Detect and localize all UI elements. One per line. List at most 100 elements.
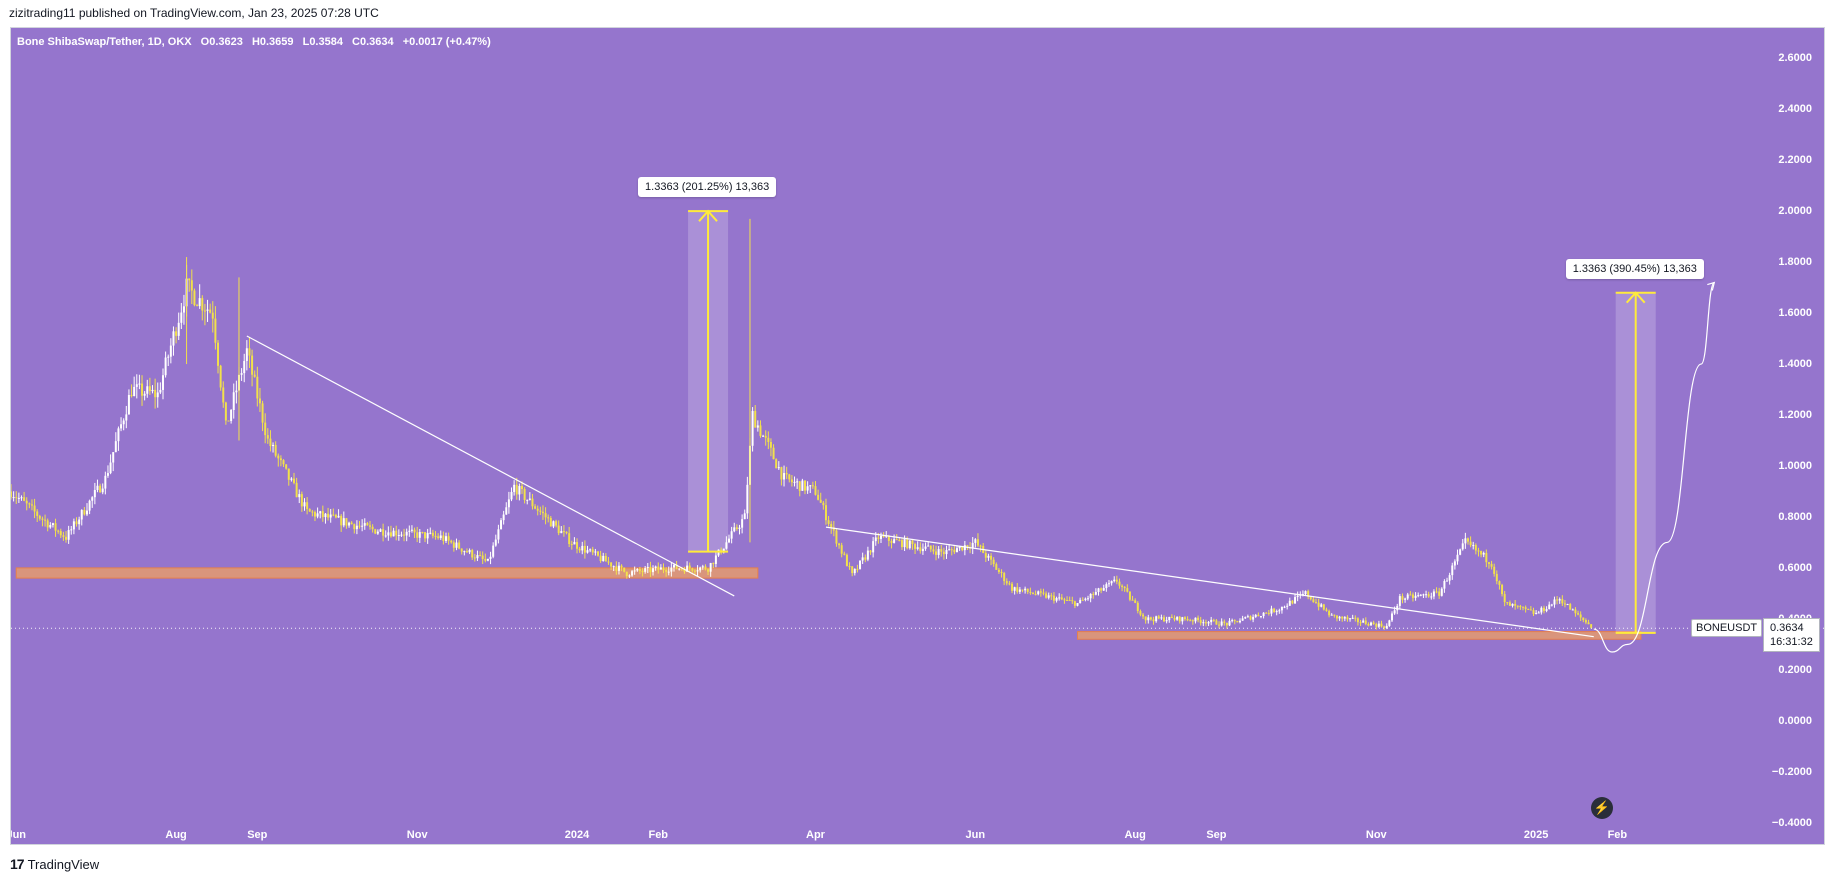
legend-high: H0.3659 [251,36,294,48]
candle-body [1026,588,1029,592]
support-zone-2 [1077,631,1642,640]
y-tick-label: −0.2000 [1771,765,1812,778]
candle-body [856,568,859,570]
support-zone-1 [15,567,759,579]
candle-body [680,568,683,570]
candle-body [28,503,31,505]
candle-body [418,532,421,538]
candle-body [712,563,715,565]
candle-body [106,473,109,476]
candle-body [670,567,673,572]
candle-body [1404,598,1407,600]
candle-body [371,526,374,530]
candle-body [1558,599,1561,601]
candle-body [434,535,437,537]
candle-body [1079,599,1082,604]
candle-body [348,522,351,526]
candle-body [628,575,631,577]
candle-body [1052,595,1055,601]
candle-body [122,420,125,425]
candle-body [62,535,65,537]
candle-body [1574,609,1577,614]
candle-body [1566,604,1569,606]
chart-panel[interactable]: Bone ShibaSwap/Tether, 1D, OKX O0.3623 H… [10,27,1825,845]
candle-body [1244,617,1247,619]
candle-body [211,312,214,319]
candle-body [596,551,599,556]
candle-body [416,532,419,538]
candle-body [1063,599,1066,601]
candle-body [1372,622,1375,624]
symbol-price-tag: BONEUSDT [1691,619,1763,638]
candle-body [1202,622,1205,624]
candle-body [395,530,398,536]
candle-body [1220,621,1223,626]
lightning-icon[interactable]: ⚡ [1591,797,1613,819]
candle-body [976,539,979,546]
candle-body [101,488,104,493]
candle-body [379,529,382,532]
candle-body [591,549,594,553]
y-tick-label: −0.4000 [1771,816,1812,829]
x-tick-label: Sep [1206,829,1227,841]
candle-body [1294,597,1297,604]
candle-body [88,500,91,511]
candle-body [1021,589,1024,591]
candle-body [1047,595,1050,598]
candle-body [1498,581,1501,585]
candle-body [827,520,830,524]
candle-body [154,389,157,398]
candle-body [788,474,791,480]
candle-body [869,550,872,553]
price-chart-canvas[interactable] [11,28,1825,845]
candle-body [531,498,534,507]
candle-body [321,511,324,518]
candle-body [780,467,783,480]
candle-body [439,535,442,539]
candle-body [1351,617,1354,619]
candle-body [1050,595,1053,597]
candle-body [515,484,518,495]
candle-body [429,532,432,534]
candle-body [172,331,175,346]
candle-body [494,539,497,546]
candle-body [817,494,820,500]
candle-body [940,549,943,552]
candle-body [806,486,809,491]
candle-body [1037,591,1040,595]
candle-body [953,549,956,553]
footer-brand-name: TradingView [27,856,100,872]
candle-body [49,525,52,528]
y-tick-label: 2.6000 [1778,52,1812,65]
candle-body [1191,620,1194,622]
candle-body [859,560,862,569]
candle-body [99,485,102,493]
candle-body [1207,622,1210,624]
candle-body [1155,616,1158,622]
candle-body [78,519,81,525]
candle-body [337,515,340,518]
candle-body [1317,602,1320,607]
projection-curve [1593,281,1715,653]
x-tick-label: Feb [1607,829,1628,841]
candle-body [445,536,447,541]
candle-body [903,539,906,548]
candle-body [767,437,770,442]
measure-arrowhead-2 [1625,291,1646,304]
candle-body [707,569,710,572]
candle-body [1252,616,1255,620]
candle-body [324,513,327,518]
candle-body [374,529,377,534]
candle-body [1341,616,1344,619]
candle-body [688,565,691,569]
candle-body [1414,595,1417,598]
candle-body [1406,594,1409,599]
candle-body [180,312,183,323]
candle-body [1288,600,1291,606]
candle-body [615,566,618,571]
candle-body [44,519,47,521]
candle-body [112,452,115,463]
candle-body [358,525,361,527]
candle-body [290,478,293,480]
candle-body [1204,622,1207,624]
